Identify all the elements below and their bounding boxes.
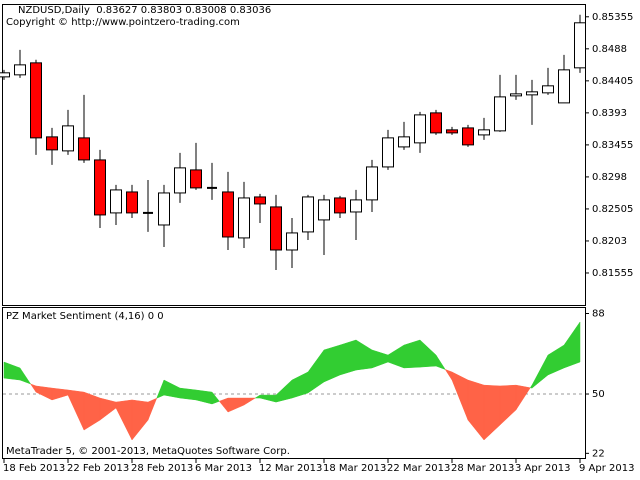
candle-body xyxy=(190,169,202,189)
x-tick-label: 22 Mar 2013 xyxy=(387,463,450,474)
candle-body xyxy=(270,206,282,251)
candle-body xyxy=(158,192,170,226)
candle-body xyxy=(174,167,186,194)
candle-body xyxy=(0,72,10,78)
y-tick-label: 22 xyxy=(592,448,605,459)
y-tick-label: 0.84405 xyxy=(592,76,633,87)
y-tick-label: 0.83455 xyxy=(592,140,633,151)
x-tick-label: 18 Feb 2013 xyxy=(3,463,65,474)
candle-body xyxy=(318,199,330,221)
x-tick-label: 3 Apr 2013 xyxy=(515,463,570,474)
x-tick-label: 28 Feb 2013 xyxy=(131,463,193,474)
candle-body xyxy=(526,91,538,96)
y-tick-label: 0.8393 xyxy=(592,108,627,119)
candle-body xyxy=(510,93,522,97)
sentiment-area xyxy=(339,339,357,376)
footer: MetaTrader 5, © 2001-2013, MetaQuotes So… xyxy=(6,446,290,457)
sentiment-area xyxy=(19,367,32,385)
x-tick-label: 18 Mar 2013 xyxy=(323,463,386,474)
sentiment-area xyxy=(211,391,220,405)
candle-body xyxy=(398,136,410,148)
candle-body xyxy=(238,197,250,239)
candle-body xyxy=(430,112,442,134)
sentiment-area xyxy=(563,321,581,369)
candle-body xyxy=(574,22,586,69)
candle-body xyxy=(94,159,106,216)
candle-body xyxy=(350,199,362,213)
candle-body xyxy=(478,129,490,136)
x-tick-label: 22 Feb 2013 xyxy=(67,463,129,474)
indicator-title: PZ Market Sentiment (4,16) 0 0 xyxy=(6,311,164,322)
x-tick-label: 6 Mar 2013 xyxy=(195,463,252,474)
y-tick-label: 0.8488 xyxy=(592,44,627,55)
sentiment-area xyxy=(179,387,197,401)
chart-title: NZDUSD,Daily 0.83627 0.83803 0.83008 0.8… xyxy=(18,5,271,16)
candle-body xyxy=(558,69,570,104)
candle-body xyxy=(382,137,394,168)
candle-body xyxy=(286,232,298,251)
candle-body xyxy=(446,129,458,134)
candle-body xyxy=(30,62,42,139)
sentiment-area xyxy=(515,384,531,411)
candle-body xyxy=(78,137,90,161)
y-tick-label: 88 xyxy=(592,309,605,320)
price-panel xyxy=(2,4,586,306)
x-tick-label: 28 Mar 2013 xyxy=(451,463,514,474)
y-tick-label: 0.81555 xyxy=(592,268,633,279)
candle-body xyxy=(14,64,26,76)
candle-body xyxy=(462,127,474,146)
y-tick-label: 50 xyxy=(592,389,605,400)
y-tick-label: 0.8298 xyxy=(592,172,627,183)
x-tick-label: 9 Apr 2013 xyxy=(579,463,634,474)
candle-body xyxy=(110,189,122,214)
sentiment-area xyxy=(435,354,446,370)
candle-body xyxy=(62,125,74,152)
candle-body xyxy=(542,85,554,94)
sentiment-area xyxy=(243,397,257,406)
candle-body xyxy=(46,136,58,151)
candle-body xyxy=(494,96,506,132)
candle-body xyxy=(254,196,266,205)
candle-body xyxy=(302,196,314,233)
sentiment-area xyxy=(147,397,158,421)
candle-body xyxy=(414,114,426,144)
sentiment-area xyxy=(403,339,421,369)
y-tick-label: 0.8203 xyxy=(592,236,627,247)
y-tick-label: 0.82505 xyxy=(592,204,633,215)
indicator-panel xyxy=(2,307,586,459)
candle-body xyxy=(366,166,378,201)
candle-body xyxy=(334,197,346,214)
candle-body xyxy=(222,191,234,238)
y-tick-label: 0.85355 xyxy=(592,12,633,23)
x-tick-label: 12 Mar 2013 xyxy=(259,463,322,474)
candle-body xyxy=(126,191,138,214)
chart-subtitle: Copyright © http://www.pointzero-trading… xyxy=(6,17,240,28)
